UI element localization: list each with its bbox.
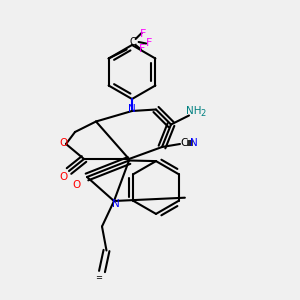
Text: N: N xyxy=(190,137,197,148)
Text: 2: 2 xyxy=(201,110,206,118)
Text: O: O xyxy=(59,172,67,182)
Text: =: = xyxy=(95,273,103,282)
Text: C: C xyxy=(181,137,188,148)
Text: O: O xyxy=(72,179,81,190)
Text: N: N xyxy=(128,104,136,115)
Text: F: F xyxy=(140,29,146,40)
Text: F: F xyxy=(138,44,145,55)
Text: O: O xyxy=(59,137,67,148)
Text: F: F xyxy=(146,38,152,49)
Text: NH: NH xyxy=(186,106,201,116)
Text: C: C xyxy=(129,37,136,47)
Text: N: N xyxy=(112,199,119,209)
